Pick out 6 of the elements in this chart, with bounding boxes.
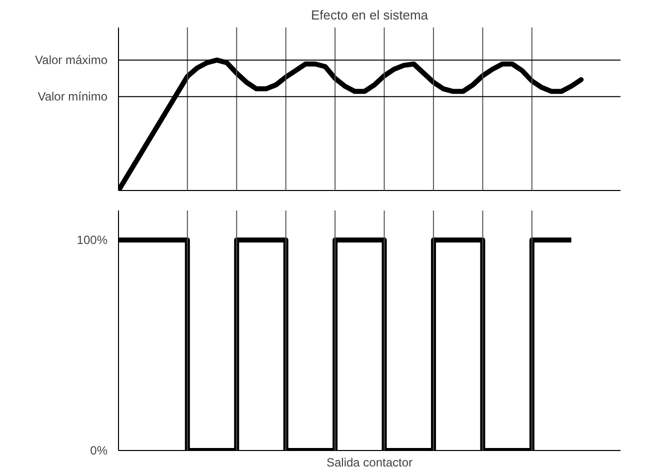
y-tick-label: 100% — [76, 232, 108, 247]
ref-line-label: Valor mínimo — [38, 90, 108, 104]
chart-title: Efecto en el sistema — [310, 8, 429, 22]
ref-line-label: Valor máximo — [35, 53, 108, 68]
x-axis-title: Salida contactor — [326, 456, 413, 470]
y-tick-label: 0% — [90, 444, 108, 458]
